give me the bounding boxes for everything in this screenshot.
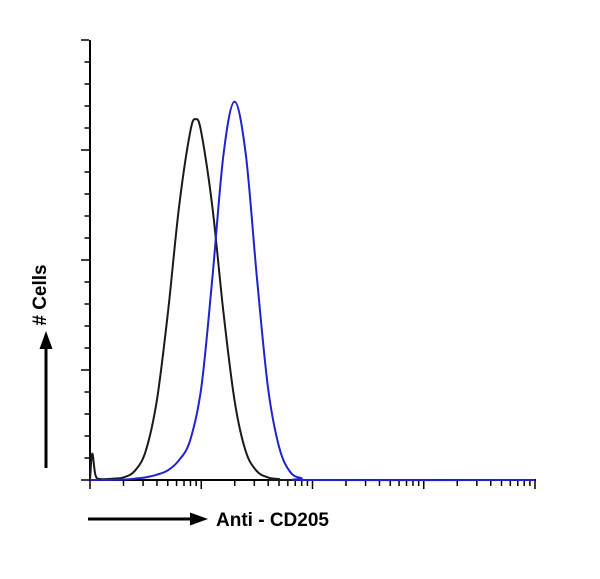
anti-CD205-stained-curve: [89, 100, 536, 482]
x-axis-arrow-icon: [190, 512, 208, 526]
x-axis-label: Anti - CD205: [216, 510, 329, 531]
y-axis-label: # Cells: [30, 264, 51, 325]
x-axis-ticks: [89, 480, 536, 489]
y-axis-arrow-icon: [39, 331, 53, 349]
y-axis-annotation: # Cells: [30, 264, 53, 468]
y-axis-ticks: [81, 39, 89, 481]
histogram-curves: [89, 100, 536, 482]
negative-control-curve: [89, 118, 536, 482]
x-axis-annotation: Anti - CD205: [88, 510, 329, 531]
